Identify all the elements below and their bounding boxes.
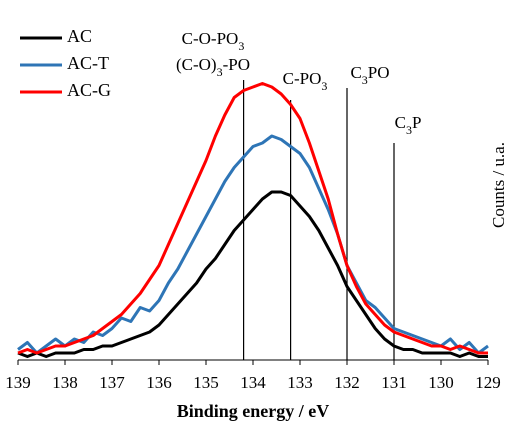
subscript: 3 <box>238 39 244 53</box>
legend-label: AC-T <box>67 53 109 73</box>
x-tick-label: 139 <box>5 373 31 392</box>
data-line <box>17 190 488 358</box>
x-tick-label: 137 <box>99 373 125 392</box>
label-part: -PO <box>223 55 250 74</box>
x-tick-label: 132 <box>334 373 360 392</box>
x-axis-label: Binding energy / eV <box>177 401 330 421</box>
x-tick-label: 131 <box>381 373 407 392</box>
x-tick-label: 129 <box>475 373 501 392</box>
subscript: 3 <box>321 79 327 93</box>
label-part: C <box>350 63 361 82</box>
x-tick-label: 136 <box>146 373 172 392</box>
data-line <box>17 134 489 355</box>
reference-label: C-PO3 <box>283 69 328 93</box>
x-tick-label: 138 <box>52 373 78 392</box>
subscript: 3 <box>217 65 223 79</box>
reference-label: (C-O)3-PO <box>176 55 250 79</box>
data-line <box>17 82 488 355</box>
label-part: P <box>412 113 421 132</box>
subscript: 3 <box>362 73 368 87</box>
y-axis-label: Counts / u.a. <box>489 142 508 228</box>
label-part: C-PO <box>283 69 322 88</box>
reference-label: C3P <box>395 113 422 137</box>
x-tick-label: 134 <box>240 373 266 392</box>
legend-label: AC-G <box>67 80 111 100</box>
legend-label: AC <box>67 26 92 46</box>
x-tick-label: 135 <box>193 373 219 392</box>
label-part: C-O-PO <box>182 29 239 48</box>
label-part: (C-O) <box>176 55 217 74</box>
label-part: C <box>395 113 406 132</box>
x-tick-label: 133 <box>287 373 313 392</box>
label-part: PO <box>368 63 390 82</box>
x-tick-label: 130 <box>428 373 454 392</box>
reference-label: C-O-PO3 <box>182 29 245 53</box>
reference-label: C3PO <box>350 63 389 87</box>
subscript: 3 <box>406 123 412 137</box>
